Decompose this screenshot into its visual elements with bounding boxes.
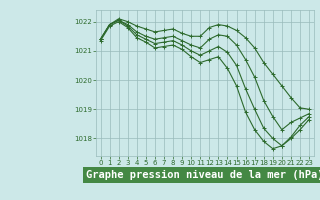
X-axis label: Graphe pression niveau de la mer (hPa): Graphe pression niveau de la mer (hPa) — [86, 170, 320, 180]
